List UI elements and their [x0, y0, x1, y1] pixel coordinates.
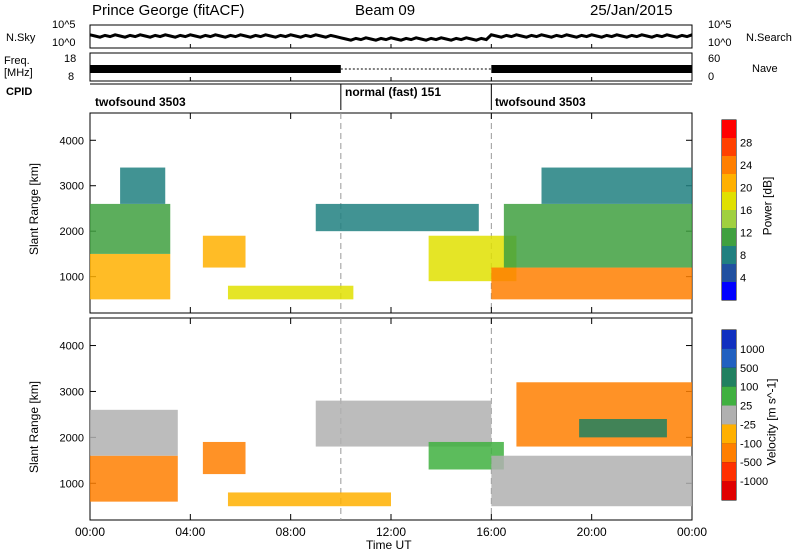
power-colorbar-tick-3: 16 — [740, 205, 752, 217]
power-colorbar-swatch-1 — [722, 138, 736, 156]
power-colorbar-tick-1: 24 — [740, 160, 752, 172]
noise-left-top: 10^5 — [52, 19, 76, 31]
power-colorbar-tick-6: 4 — [740, 273, 746, 285]
velocity-feature-8 — [579, 419, 667, 438]
velocity-feature-4 — [315, 400, 492, 447]
cpid-segment-2: normal (fast) 151 — [345, 85, 442, 99]
velocity-feature-0 — [90, 455, 178, 502]
velocity-colorbar-swatch-6 — [722, 443, 736, 463]
power-colorbar-swatch-0 — [722, 120, 736, 138]
xtick-label-5: 20:00 — [577, 525, 607, 539]
power-ytick-label-1: 2000 — [60, 226, 84, 238]
velocity-feature-2 — [202, 441, 246, 475]
power-colorbar-swatch-4 — [722, 192, 736, 210]
velocity-colorbar-tick-3: 25 — [740, 401, 752, 413]
power-colorbar-label: Power [dB] — [760, 176, 775, 236]
power-feature-7 — [491, 267, 692, 300]
noise-right-bottom: 10^0 — [708, 37, 732, 49]
freq-left-bottom: 8 — [68, 71, 75, 83]
cpid-segment-3: twofsound 3503 — [495, 95, 586, 109]
power-feature-2 — [120, 167, 166, 204]
power-colorbar-tick-0: 28 — [740, 138, 752, 150]
velocity-colorbar-swatch-7 — [722, 462, 736, 482]
velocity-colorbar-swatch-4 — [722, 405, 736, 425]
freq-right-bottom: 0 — [708, 71, 715, 83]
power-colorbar-swatch-3 — [722, 174, 736, 192]
xtick-label-4: 16:00 — [476, 525, 506, 539]
velocity-feature-3 — [227, 492, 391, 507]
freq-right-top: 60 — [708, 53, 721, 65]
power-colorbar-tick-5: 8 — [740, 250, 746, 262]
xtick-label-6: 00:00 — [677, 525, 707, 539]
velocity-colorbar-tick-6: -500 — [740, 457, 762, 469]
noise-trace — [89, 33, 693, 42]
cpid-segment-1: twofsound 3503 — [95, 95, 186, 109]
freq-band-3 — [491, 65, 692, 73]
velocity-colorbar-tick-0: 1000 — [740, 344, 764, 356]
velocity-ylabel: Slant Range [km] — [27, 380, 42, 474]
xtick-label-2: 08:00 — [276, 525, 306, 539]
power-colorbar-swatch-8 — [722, 264, 736, 282]
velocity-colorbar-swatch-5 — [722, 424, 736, 444]
power-colorbar-swatch-5 — [722, 210, 736, 228]
power-feature-1 — [90, 203, 171, 254]
velocity-colorbar-tick-1: 500 — [740, 363, 758, 375]
beam-title: Beam 09 — [355, 2, 416, 19]
noise-left-bottom: 10^0 — [52, 37, 76, 49]
freq-left-top: 18 — [64, 53, 77, 65]
power-colorbar-tick-4: 12 — [740, 228, 752, 240]
station-title: Prince George (fitACF) — [92, 2, 245, 19]
power-ytick-label-0: 1000 — [60, 272, 84, 284]
velocity-colorbar-swatch-2 — [722, 367, 736, 387]
velocity-colorbar-swatch-0 — [722, 330, 736, 349]
power-ytick-label-2: 3000 — [60, 181, 84, 193]
nave-label: Nave — [752, 63, 778, 75]
nsearch-label: N.Search — [746, 32, 792, 44]
power-feature-5 — [315, 203, 479, 232]
power-feature-9 — [541, 167, 692, 204]
power-feature-8 — [503, 203, 692, 268]
mhz-label: [MHz] — [4, 67, 33, 79]
power-feature-0 — [90, 253, 171, 300]
velocity-colorbar-tick-5: -100 — [740, 438, 762, 450]
xtick-label-0: 00:00 — [75, 525, 105, 539]
power-colorbar-swatch-6 — [722, 228, 736, 246]
power-colorbar-swatch-2 — [722, 156, 736, 174]
velocity-colorbar-tick-4: -25 — [740, 419, 756, 431]
velocity-colorbar-label: Velocity [m s^-1] — [764, 378, 779, 466]
velocity-ytick-label-2: 3000 — [60, 386, 84, 398]
cpid-label: CPID — [6, 86, 33, 98]
xtick-label-3: 12:00 — [376, 525, 406, 539]
power-colorbar-swatch-9 — [722, 282, 736, 300]
velocity-colorbar-tick-2: 100 — [740, 382, 758, 394]
power-ytick-label-3: 4000 — [60, 135, 84, 147]
velocity-colorbar-swatch-1 — [722, 348, 736, 368]
velocity-ytick-label-1: 2000 — [60, 432, 84, 444]
velocity-colorbar-swatch-8 — [722, 481, 736, 500]
power-feature-3 — [202, 235, 246, 268]
nsky-label: N.Sky — [6, 32, 36, 44]
power-colorbar-swatch-7 — [722, 246, 736, 264]
velocity-feature-1 — [90, 409, 178, 456]
noise-right-top: 10^5 — [708, 19, 732, 31]
freq-label: Freq. — [4, 55, 30, 67]
power-colorbar-tick-2: 20 — [740, 183, 752, 195]
freq-band-1 — [90, 65, 341, 73]
xtick-label-1: 04:00 — [175, 525, 205, 539]
power-feature-4 — [227, 285, 354, 300]
velocity-ytick-label-0: 1000 — [60, 478, 84, 490]
date-title: 25/Jan/2015 — [590, 2, 673, 19]
velocity-colorbar-tick-7: -1000 — [740, 476, 768, 488]
power-ylabel: Slant Range [km] — [27, 162, 42, 256]
x-axis-label: Time UT — [366, 538, 412, 552]
velocity-colorbar-swatch-3 — [722, 386, 736, 406]
velocity-ytick-label-3: 4000 — [60, 341, 84, 353]
velocity-feature-6 — [491, 455, 692, 507]
